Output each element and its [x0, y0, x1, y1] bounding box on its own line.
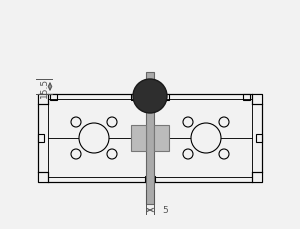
Bar: [146, 73, 154, 204]
Bar: [154, 125, 169, 151]
Bar: [256, 134, 262, 142]
Bar: [38, 172, 48, 182]
Circle shape: [107, 117, 117, 128]
Bar: [145, 95, 155, 101]
Bar: [38, 95, 262, 182]
Text: 15.5: 15.5: [40, 77, 49, 97]
Bar: [252, 172, 262, 182]
Bar: [252, 95, 262, 105]
Circle shape: [183, 149, 193, 159]
Bar: [131, 125, 146, 151]
Circle shape: [219, 149, 229, 159]
Bar: [131, 95, 138, 101]
Circle shape: [191, 123, 221, 153]
Circle shape: [183, 117, 193, 128]
Bar: [162, 95, 169, 101]
Text: 5: 5: [162, 206, 168, 215]
Circle shape: [219, 117, 229, 128]
Bar: [145, 176, 155, 182]
Bar: [50, 95, 57, 101]
Circle shape: [71, 117, 81, 128]
Bar: [243, 95, 250, 101]
Circle shape: [79, 123, 109, 153]
Circle shape: [71, 149, 81, 159]
Bar: [38, 134, 44, 142]
Bar: [38, 95, 48, 105]
Circle shape: [107, 149, 117, 159]
Circle shape: [133, 80, 167, 114]
